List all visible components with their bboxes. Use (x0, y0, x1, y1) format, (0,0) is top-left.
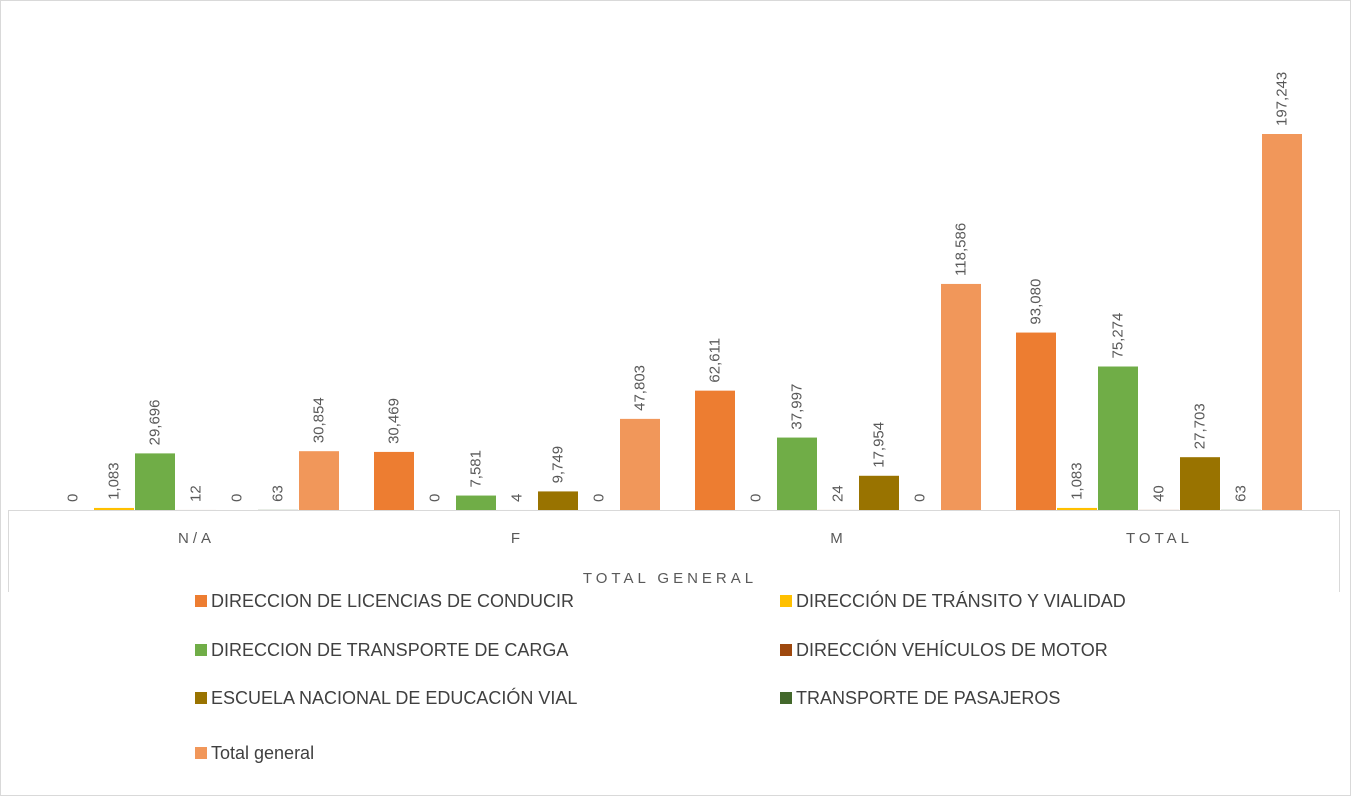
data-label: 63 (1232, 485, 1249, 502)
data-label: 4 (508, 494, 525, 502)
bar (135, 453, 175, 510)
data-label: 29,696 (146, 400, 163, 446)
data-label: 1,083 (105, 462, 122, 500)
x-group-label: TOTAL GENERAL (583, 570, 757, 587)
data-label: 47,803 (631, 365, 648, 411)
bar (1180, 457, 1220, 510)
bar (94, 507, 134, 510)
legend-label: ESCUELA NACIONAL DE EDUCACIÓN VIAL (211, 687, 577, 708)
legend-label: TRANSPORTE DE PASAJEROS (796, 688, 1060, 708)
data-label: 30,854 (310, 397, 327, 443)
data-label: 37,997 (788, 384, 805, 430)
bar (859, 475, 899, 510)
x-tick-label: M (830, 530, 847, 547)
data-label: 0 (590, 494, 607, 502)
data-label: 0 (911, 494, 928, 502)
legend-swatch (780, 644, 792, 656)
data-label: 9,749 (549, 446, 566, 484)
data-label: 62,611 (706, 338, 723, 383)
data-label: 63 (269, 485, 286, 502)
data-label: 0 (747, 494, 764, 502)
bar (299, 451, 339, 510)
bar (1057, 507, 1097, 510)
data-label: 17,954 (870, 422, 887, 468)
x-tick-label: TOTAL (1126, 530, 1193, 547)
legend-label: DIRECCION DE TRANSPORTE DE CARGA (211, 640, 568, 660)
bar (941, 283, 981, 510)
data-label: 0 (64, 494, 81, 502)
bar (777, 437, 817, 510)
x-tick-label: F (511, 530, 524, 547)
legend-label: DIRECCION DE LICENCIAS DE CONDUCIR (211, 591, 574, 611)
bar (620, 418, 660, 510)
data-label: 40 (1150, 485, 1167, 502)
legend-swatch (195, 747, 207, 759)
data-label: 93,080 (1027, 279, 1044, 325)
bar (1098, 366, 1138, 510)
data-label: 118,586 (952, 223, 969, 276)
legend-label: Total general (211, 743, 314, 763)
data-label: 24 (829, 485, 846, 502)
data-label: 0 (426, 494, 443, 502)
legend-swatch (195, 692, 207, 704)
data-label: 30,469 (385, 398, 402, 444)
bar (1016, 332, 1056, 510)
data-label: 7,581 (467, 450, 484, 488)
data-label: 1,083 (1068, 462, 1085, 500)
legend-swatch (195, 595, 207, 607)
data-label: 0 (228, 494, 245, 502)
legend-label: DIRECCIÓN VEHÍCULOS DE MOTOR (796, 639, 1108, 660)
bar (695, 390, 735, 510)
legend-swatch (780, 692, 792, 704)
legend-swatch (780, 595, 792, 607)
bar (538, 491, 578, 510)
data-label: 75,274 (1109, 313, 1126, 359)
bar (456, 495, 496, 510)
data-label: 27,703 (1191, 403, 1208, 449)
bar (374, 451, 414, 510)
legend-label: DIRECCIÓN DE TRÁNSITO Y VIALIDAD (796, 590, 1126, 611)
legend-swatch (195, 644, 207, 656)
data-label: 12 (187, 485, 204, 502)
data-label: 197,243 (1273, 72, 1290, 126)
bar (1262, 134, 1302, 510)
x-tick-label: N/A (178, 530, 215, 547)
